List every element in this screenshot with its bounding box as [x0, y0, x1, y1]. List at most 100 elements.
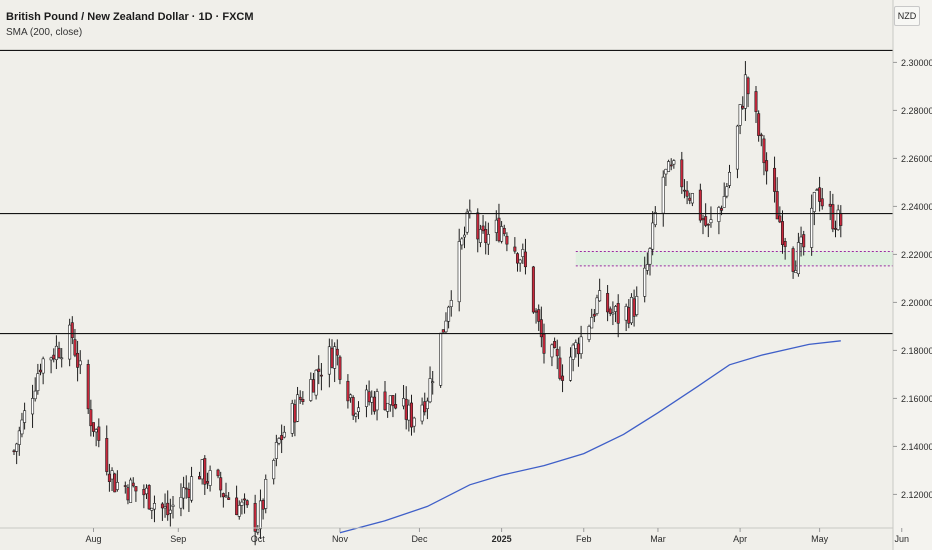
candle-body — [611, 312, 615, 315]
candle — [319, 363, 323, 391]
candle-body — [645, 264, 649, 271]
candle — [664, 168, 668, 187]
candle-body — [664, 168, 668, 175]
candle — [598, 278, 602, 302]
candle-body — [651, 222, 655, 250]
candle — [457, 228, 461, 312]
candle-body — [253, 502, 257, 532]
candle — [672, 159, 676, 169]
candle-body — [301, 399, 305, 402]
candle-body — [592, 313, 596, 317]
candle-body — [780, 221, 784, 245]
candle-body — [460, 238, 464, 246]
candle-body — [89, 409, 93, 427]
candle — [486, 222, 490, 255]
candle — [49, 356, 53, 374]
candle-body — [735, 125, 739, 170]
candle-body — [15, 443, 19, 452]
candlestick-series — [12, 61, 843, 546]
candle-body — [330, 347, 334, 368]
candle-body — [500, 226, 504, 242]
candle — [561, 364, 565, 393]
candle — [743, 61, 747, 121]
candle-body — [757, 113, 761, 136]
candle-body — [425, 400, 429, 409]
candle-body — [38, 369, 42, 373]
candle — [364, 384, 368, 418]
candle-body — [836, 209, 840, 230]
candle-body — [727, 171, 731, 186]
candle-body — [568, 356, 572, 381]
candle — [571, 343, 575, 372]
candle-body — [182, 487, 186, 499]
y-tick-label: 2.22000 — [901, 250, 932, 260]
candle — [261, 498, 265, 520]
candle-body — [743, 74, 747, 109]
candle — [420, 397, 424, 425]
candle-body — [145, 487, 149, 495]
candle-body — [298, 396, 302, 400]
candle-body — [354, 413, 358, 417]
candle-body — [166, 502, 170, 516]
candle — [203, 455, 207, 495]
candle-body — [457, 241, 461, 303]
candle-body — [17, 430, 21, 445]
candle — [428, 366, 432, 404]
candle — [741, 96, 745, 110]
candle — [253, 494, 257, 546]
candle — [667, 159, 671, 172]
candle-body — [765, 160, 769, 172]
candle — [778, 206, 782, 224]
currency-label[interactable]: NZD — [894, 6, 920, 26]
candle-body — [518, 259, 522, 264]
candle — [277, 437, 281, 446]
candle — [296, 386, 300, 423]
candle-body — [221, 493, 225, 498]
candle-body — [147, 485, 151, 510]
candle-body — [555, 348, 559, 357]
candle — [412, 416, 416, 433]
candle-body — [94, 429, 98, 433]
candle — [439, 332, 443, 388]
candle — [680, 151, 684, 194]
candle — [346, 374, 350, 409]
horizontal-lines[interactable]: 2.305002.237002.187002.221202.215202.236… — [0, 43, 932, 341]
candle — [317, 355, 321, 385]
candle — [86, 359, 90, 414]
candle — [367, 380, 371, 406]
candle-body — [574, 342, 578, 349]
candle-body — [31, 398, 35, 415]
candle-body — [667, 161, 671, 172]
candle-body — [296, 394, 300, 422]
candle-body — [725, 186, 729, 197]
candle-body — [20, 419, 24, 435]
candle-body — [203, 458, 207, 485]
candle-body — [778, 215, 782, 223]
candle — [481, 215, 485, 234]
indicator-legend[interactable]: SMA (200, close) — [6, 27, 83, 38]
candle-body — [317, 368, 321, 372]
candle — [23, 402, 27, 430]
candle-body — [208, 470, 212, 486]
candle-body — [799, 236, 803, 244]
candle — [839, 205, 843, 238]
candle — [107, 463, 111, 492]
candle — [171, 495, 175, 519]
candle — [163, 493, 167, 518]
candle — [282, 425, 286, 439]
candle — [338, 355, 342, 385]
candle — [465, 208, 469, 235]
candle — [301, 391, 305, 405]
candle — [17, 426, 21, 456]
candle-body — [86, 364, 90, 410]
candle — [409, 394, 413, 436]
candle-body — [277, 438, 281, 444]
candle-body — [515, 253, 519, 264]
candle-body — [558, 357, 562, 379]
candle-body — [632, 298, 636, 317]
candle — [502, 224, 506, 237]
candle-body — [444, 320, 448, 333]
candle — [425, 397, 429, 420]
candle-body — [92, 422, 96, 432]
